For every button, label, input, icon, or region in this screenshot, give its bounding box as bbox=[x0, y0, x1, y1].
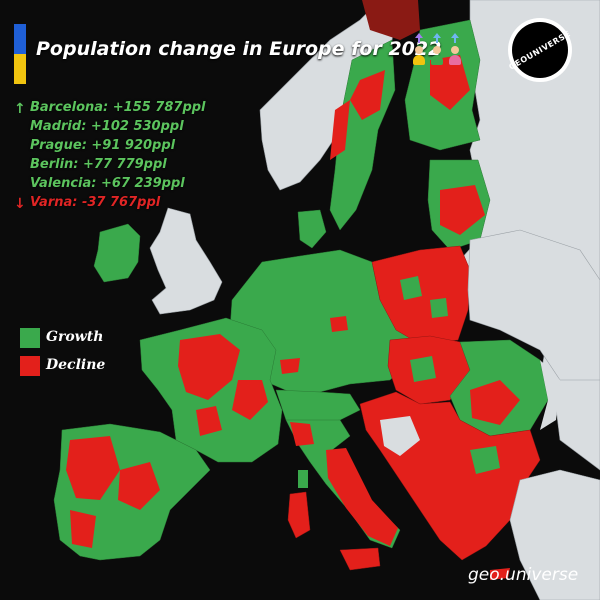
geouniverse-logo-icon: GEOUNIVERSE bbox=[508, 18, 572, 82]
region-corsica bbox=[298, 470, 308, 488]
region-balkans-nodata bbox=[380, 416, 420, 456]
person-icon bbox=[448, 33, 462, 67]
region-poland-growth bbox=[400, 276, 422, 300]
arrow-down-icon: ↓ bbox=[14, 196, 26, 212]
region-moldova-nodata bbox=[540, 360, 560, 430]
legend-swatch-decline bbox=[20, 356, 40, 376]
region-central-decline-1 bbox=[330, 316, 348, 332]
person-icon bbox=[430, 33, 444, 67]
legend-swatch-growth bbox=[20, 328, 40, 348]
region-sweden-decline bbox=[350, 70, 385, 120]
region-italy-decline-2 bbox=[326, 448, 398, 546]
region-poland-growth-2 bbox=[430, 298, 448, 318]
legend-label: Growth bbox=[46, 329, 104, 345]
region-france-decline-3 bbox=[196, 406, 222, 436]
legend-label: Decline bbox=[46, 357, 106, 373]
region-alps bbox=[275, 389, 361, 425]
region-norway-decline bbox=[330, 100, 350, 160]
region-finland-decline bbox=[430, 55, 470, 110]
region-central-decline-2 bbox=[280, 358, 300, 374]
region-britain-nodata bbox=[149, 207, 223, 315]
region-belarus-ukraine-nodata bbox=[467, 229, 600, 381]
region-bulgaria-growth bbox=[470, 446, 500, 474]
region-iberia-decline-2 bbox=[118, 462, 160, 510]
region-northern-strip bbox=[362, 0, 420, 40]
arrow-up-icon: ↑ bbox=[14, 101, 26, 117]
city-label: Berlin: +77 779ppl bbox=[30, 157, 167, 172]
ukraine-flag-icon bbox=[14, 24, 26, 84]
city-label: Valencia: +67 239ppl bbox=[30, 176, 185, 191]
region-france-decline-2 bbox=[232, 380, 268, 420]
map-title: Population change in Europe for 2022 bbox=[36, 38, 442, 60]
city-label: Varna: -37 767ppl bbox=[30, 195, 161, 210]
region-greek-islands bbox=[490, 568, 510, 580]
footer-credit: geo.universe bbox=[468, 565, 579, 585]
city-label: Prague: +91 920ppl bbox=[30, 138, 176, 153]
region-denmark bbox=[297, 209, 327, 249]
region-iberia-decline-3 bbox=[70, 510, 96, 548]
region-turkey-nodata bbox=[509, 469, 600, 600]
region-france-decline-1 bbox=[178, 334, 240, 400]
region-ireland bbox=[93, 223, 141, 283]
region-hungary-growth bbox=[410, 356, 436, 382]
city-label: Madrid: +102 530ppl bbox=[30, 119, 184, 134]
logo-text: GEOUNIVERSE bbox=[507, 28, 573, 72]
people-arrows-icon bbox=[412, 33, 462, 67]
region-romania-decline bbox=[470, 380, 520, 425]
region-iberia-decline-1 bbox=[66, 436, 120, 500]
person-icon bbox=[412, 33, 426, 67]
region-baltics-decline bbox=[440, 185, 485, 235]
city-label: Barcelona: +155 787ppl bbox=[30, 100, 206, 115]
region-italy-decline-1 bbox=[290, 422, 314, 446]
region-sicily bbox=[339, 547, 381, 571]
region-sardinia bbox=[287, 491, 311, 539]
